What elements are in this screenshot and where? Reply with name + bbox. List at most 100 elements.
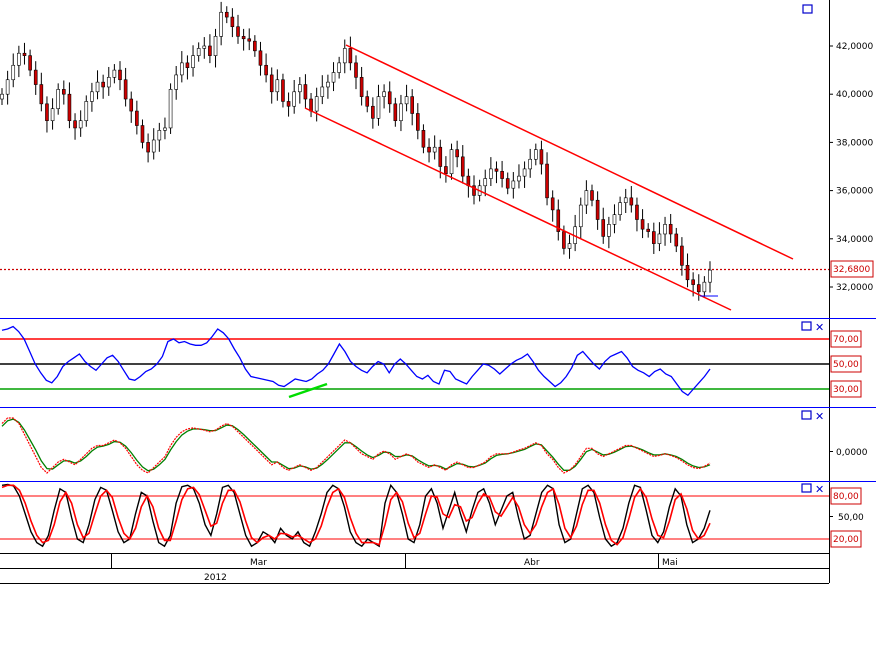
candle-body: [303, 84, 308, 100]
price-tick-label: 36,0000: [836, 187, 873, 197]
candle-body: [73, 120, 77, 129]
candle-body: [387, 91, 392, 105]
candle-body: [298, 84, 302, 93]
candle-body: [646, 228, 650, 232]
candle-body: [376, 96, 381, 119]
frames: [0, 0, 876, 584]
macd-signal-line: [1, 418, 711, 472]
candle-body: [123, 79, 128, 100]
candle-body: [382, 91, 386, 97]
candle-body: [494, 168, 499, 172]
macd-zero-label: 0,0000: [836, 448, 868, 458]
candle-body: [28, 55, 32, 71]
candle-body: [404, 96, 409, 105]
close-icon[interactable]: ✕: [815, 321, 824, 334]
candle-body: [78, 120, 83, 129]
candle-body: [11, 64, 16, 81]
candle-body: [657, 233, 662, 244]
candle-body: [528, 158, 532, 170]
candle-body: [56, 89, 60, 109]
candle-body: [224, 11, 229, 18]
month-label-abr: Abr: [524, 558, 540, 568]
rsi-series-line: [1, 325, 711, 397]
candle-body: [33, 69, 38, 85]
candle-body: [112, 69, 117, 78]
candle-body: [275, 79, 280, 93]
candle-body: [230, 16, 235, 28]
candle-body: [90, 91, 94, 102]
candle-body: [50, 108, 55, 122]
candle-body: [309, 98, 313, 112]
close-icon[interactable]: ✕: [815, 410, 824, 423]
maximize-icon[interactable]: [802, 4, 813, 14]
candle-body: [331, 72, 336, 83]
channel-upper-line: [345, 44, 794, 260]
candle-body: [84, 101, 89, 122]
candle-body: [22, 52, 27, 56]
candle-body: [674, 233, 679, 247]
candle-body: [213, 36, 218, 56]
candle-body: [191, 55, 195, 68]
candle-body: [607, 224, 611, 237]
candle-body: [539, 149, 544, 165]
channel-lower-line: [304, 107, 732, 311]
candle-body: [629, 197, 634, 206]
candle-body: [371, 105, 375, 119]
stoch-level-box: [830, 487, 862, 505]
candle-body: [95, 81, 100, 93]
candle-body: [449, 149, 454, 175]
candle-body: [668, 224, 673, 235]
date-axis: Mar Abr Mai 2012: [204, 558, 678, 583]
candle-body: [17, 52, 21, 66]
candle-body: [314, 96, 319, 112]
candle-body: [618, 202, 622, 215]
candle-body: [680, 245, 684, 266]
candle-body: [320, 86, 325, 97]
candle-body: [444, 166, 448, 175]
rsi-level-label: 30,00: [833, 385, 859, 395]
stoch-level-label: 20,00: [833, 535, 859, 545]
candle-body: [455, 149, 459, 158]
candle-body: [39, 84, 44, 105]
candle-body: [663, 224, 667, 235]
candle-body: [635, 204, 639, 220]
candle-body: [241, 36, 246, 40]
close-icon[interactable]: ✕: [815, 483, 824, 496]
candle-body: [286, 101, 291, 107]
candle-body: [337, 62, 341, 73]
candle-body: [500, 171, 504, 179]
candle-body: [472, 185, 476, 196]
stoch-panel: 80,00 20,00 50,00 ✕: [0, 483, 864, 548]
candle-body: [410, 96, 414, 114]
rsi-support-line: [288, 382, 328, 399]
candle-body: [590, 190, 594, 201]
candle-body: [438, 146, 443, 167]
price-tick-label: 38,0000: [836, 138, 873, 148]
maximize-icon[interactable]: [801, 321, 812, 331]
candle-body: [236, 26, 240, 37]
candle-body: [399, 103, 403, 122]
macd-panel: 0,0000 ✕: [1, 410, 868, 474]
candle-body: [550, 197, 555, 211]
candle-body: [258, 50, 263, 66]
stoch-level-box: [830, 530, 862, 548]
month-label-mai: Mai: [662, 558, 678, 568]
candle-body: [269, 74, 274, 93]
year-label: 2012: [204, 573, 227, 583]
candle-body: [567, 243, 572, 249]
candle-body: [62, 89, 66, 95]
price-tick-label: 42,0000: [836, 42, 873, 52]
candle-body: [511, 180, 516, 189]
candle-body: [129, 98, 134, 112]
candle-body: [578, 204, 583, 228]
candle-body: [342, 48, 347, 64]
candle-body: [281, 79, 285, 102]
candle-body: [247, 38, 252, 42]
maximize-icon[interactable]: [801, 483, 812, 493]
candle-body: [180, 62, 184, 76]
candle-body: [185, 62, 190, 68]
candle-body: [393, 103, 398, 122]
candle-body: [0, 93, 4, 100]
maximize-icon[interactable]: [801, 410, 812, 420]
candle-body: [196, 48, 201, 56]
